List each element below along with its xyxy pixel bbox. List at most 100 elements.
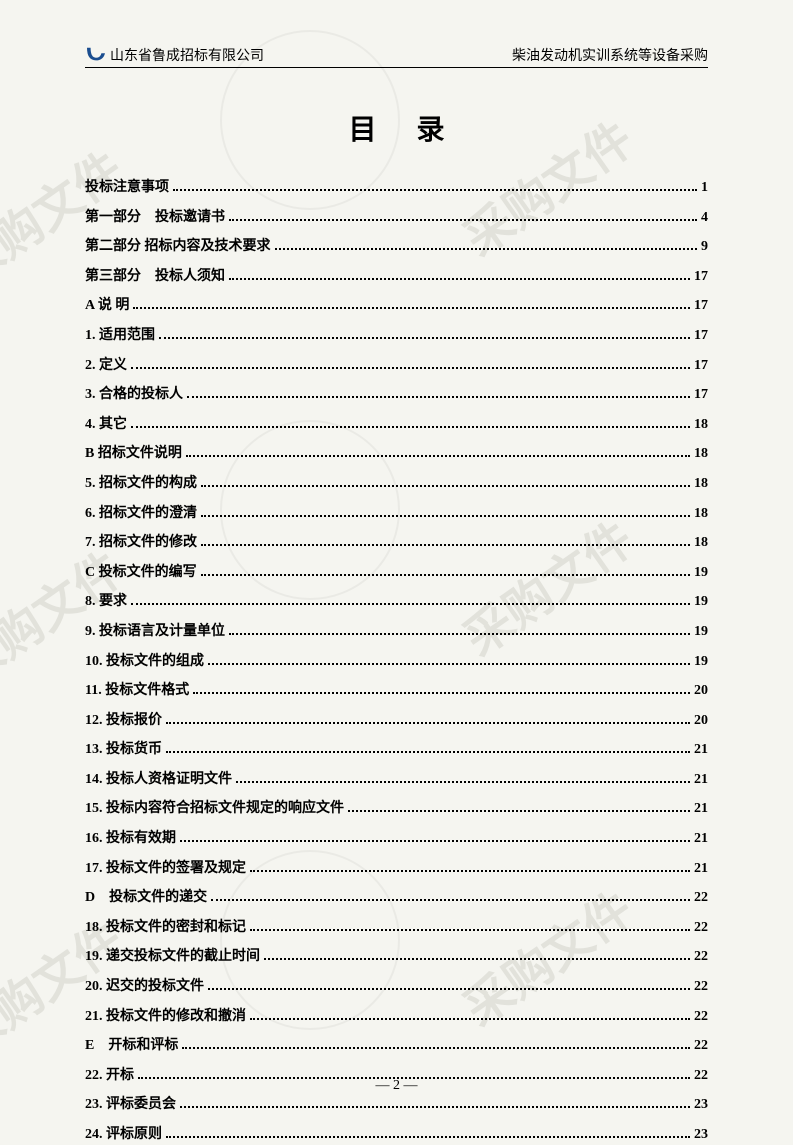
toc-label: 16. 投标有效期	[85, 829, 176, 849]
toc-page: 17	[694, 296, 708, 316]
toc-row: 8. 要求 19	[85, 592, 708, 612]
toc-row: 16. 投标有效期 21	[85, 829, 708, 849]
toc-dots	[166, 751, 690, 753]
toc-label: 15. 投标内容符合招标文件规定的响应文件	[85, 799, 344, 819]
toc-label: 12. 投标报价	[85, 711, 162, 731]
toc-page: 22	[694, 977, 708, 997]
header-project: 柴油发动机实训系统等设备采购	[512, 45, 708, 65]
toc-page: 22	[694, 1007, 708, 1027]
toc-page: 19	[694, 622, 708, 642]
toc-label: 第二部分 招标内容及技术要求	[85, 237, 271, 257]
toc-row: 5. 招标文件的构成18	[85, 474, 708, 494]
toc-row: 第二部分 招标内容及技术要求9	[85, 237, 708, 257]
toc-row: D 投标文件的递交 22	[85, 888, 708, 908]
toc-row: 23. 评标委员会23	[85, 1095, 708, 1115]
toc-dots	[186, 455, 690, 457]
toc-dots	[229, 633, 690, 635]
toc-row: 21. 投标文件的修改和撤消 22	[85, 1007, 708, 1027]
toc-row: A 说 明 17	[85, 296, 708, 316]
toc-label: 2. 定义	[85, 356, 127, 376]
toc-dots	[201, 515, 690, 517]
toc-label: 7. 招标文件的修改	[85, 533, 197, 553]
toc-label: D 投标文件的递交	[85, 888, 207, 908]
toc-dots	[133, 307, 690, 309]
toc-label: 20. 迟交的投标文件	[85, 977, 204, 997]
toc-row: 投标注意事项1	[85, 178, 708, 198]
toc-label: 21. 投标文件的修改和撤消	[85, 1007, 246, 1027]
toc-dots	[131, 367, 690, 369]
toc-row: 18. 投标文件的密封和标记22	[85, 918, 708, 938]
toc-dots	[180, 1106, 690, 1108]
toc-label: 第一部分 投标邀请书	[85, 208, 225, 228]
toc-row: 19. 递交投标文件的截止时间22	[85, 947, 708, 967]
toc-page: 17	[694, 267, 708, 287]
toc-label: 9. 投标语言及计量单位	[85, 622, 225, 642]
toc-label: 5. 招标文件的构成	[85, 474, 197, 494]
toc-page: 17	[694, 326, 708, 346]
toc-page: 23	[694, 1095, 708, 1115]
toc-page: 18	[694, 533, 708, 553]
toc-row: 13. 投标货币 21	[85, 740, 708, 760]
toc-page: 19	[694, 563, 708, 583]
toc-page: 19	[694, 592, 708, 612]
toc-dots	[208, 988, 690, 990]
toc-dots	[250, 1018, 690, 1020]
toc-row: 1. 适用范围 17	[85, 326, 708, 346]
toc-label: 4. 其它	[85, 415, 127, 435]
toc-page: 20	[694, 681, 708, 701]
toc-page: 23	[694, 1125, 708, 1145]
toc-dots	[229, 278, 690, 280]
toc-row: 11. 投标文件格式 20	[85, 681, 708, 701]
toc-row: 7. 招标文件的修改 18	[85, 533, 708, 553]
toc-label: 1. 适用范围	[85, 326, 155, 346]
toc-dots	[166, 1136, 690, 1138]
toc-row: B 招标文件说明18	[85, 444, 708, 464]
toc-dots	[187, 396, 690, 398]
toc-dots	[250, 929, 690, 931]
toc-row: 20. 迟交的投标文件 22	[85, 977, 708, 997]
toc-row: 9. 投标语言及计量单位 19	[85, 622, 708, 642]
toc-row: 第三部分 投标人须知17	[85, 267, 708, 287]
toc-dots	[166, 722, 690, 724]
toc-page: 21	[694, 740, 708, 760]
toc-page: 22	[694, 888, 708, 908]
toc-label: A 说 明	[85, 296, 129, 316]
toc-dots	[180, 840, 690, 842]
page-number: — 2 —	[376, 1078, 418, 1093]
header-company: 山东省鲁成招标有限公司	[110, 45, 264, 65]
toc-dots	[348, 810, 690, 812]
company-logo-icon	[85, 46, 107, 64]
toc-dots	[182, 1047, 690, 1049]
toc-label: 10. 投标文件的组成	[85, 652, 204, 672]
toc-label: E 开标和评标	[85, 1036, 178, 1056]
toc-dots	[250, 870, 690, 872]
page-footer: — 2 —	[0, 1078, 793, 1094]
toc-row: 14. 投标人资格证明文件21	[85, 770, 708, 790]
toc-page: 18	[694, 504, 708, 524]
toc-dots	[131, 603, 690, 605]
toc-label: 8. 要求	[85, 592, 127, 612]
toc-row: 24. 评标原则23	[85, 1125, 708, 1145]
toc-row: E 开标和评标 22	[85, 1036, 708, 1056]
toc-row: 4. 其它 18	[85, 415, 708, 435]
toc-page: 17	[694, 356, 708, 376]
toc-page: 17	[694, 385, 708, 405]
toc-dots	[201, 485, 690, 487]
toc-page: 18	[694, 444, 708, 464]
toc-page: 22	[694, 918, 708, 938]
toc-page: 21	[694, 799, 708, 819]
toc-page: 19	[694, 652, 708, 672]
header-left: 山东省鲁成招标有限公司	[85, 45, 264, 65]
toc-page: 22	[694, 1036, 708, 1056]
toc-label: 13. 投标货币	[85, 740, 162, 760]
toc-label: 11. 投标文件格式	[85, 681, 189, 701]
toc-page: 18	[694, 415, 708, 435]
toc-label: 6. 招标文件的澄清	[85, 504, 197, 524]
toc-page: 21	[694, 829, 708, 849]
toc-page: 22	[694, 947, 708, 967]
toc-row: 6. 招标文件的澄清 18	[85, 504, 708, 524]
toc-label: 投标注意事项	[85, 178, 169, 198]
toc-label: C 投标文件的编写	[85, 563, 197, 583]
toc-dots	[201, 544, 690, 546]
toc-row: 12. 投标报价20	[85, 711, 708, 731]
